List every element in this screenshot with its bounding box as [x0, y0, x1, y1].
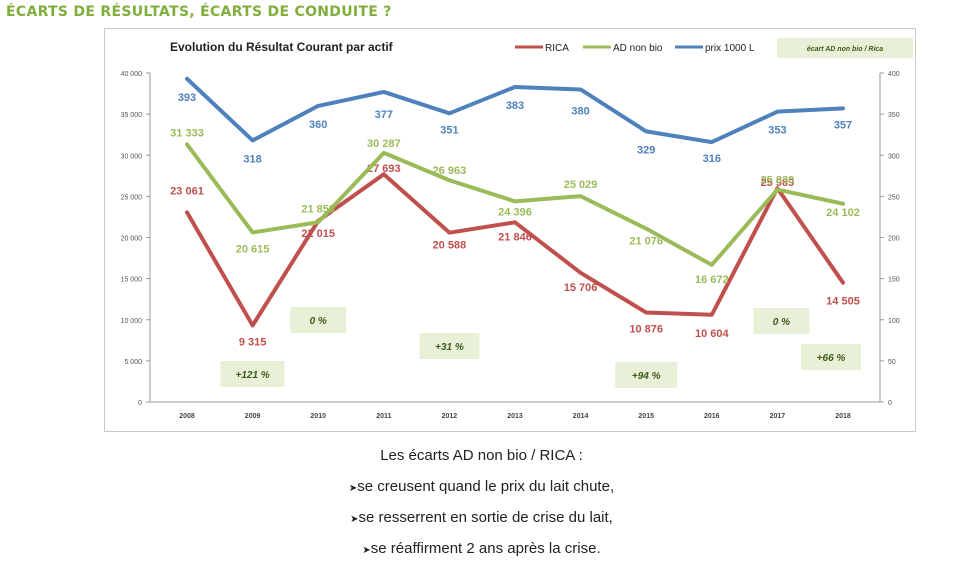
y-tick-label-left: 5 000	[124, 359, 142, 366]
data-label: 21 853	[301, 203, 335, 215]
gap-box	[615, 362, 678, 388]
gap-box-label: 0 %	[310, 316, 327, 327]
x-tick-label: 2016	[704, 413, 720, 420]
data-label: 15 706	[564, 282, 598, 294]
gap-box	[801, 344, 861, 370]
data-label: 316	[703, 153, 721, 165]
bullet-arrow-icon: ➤	[348, 483, 358, 494]
y-tick-label-right: 150	[888, 277, 900, 284]
data-label: 31 333	[170, 127, 204, 139]
data-label: 383	[506, 100, 524, 112]
data-label: 21 846	[498, 231, 532, 243]
x-tick-label: 2013	[507, 413, 523, 420]
chart-frame	[104, 28, 916, 432]
y-tick-label-left: 30 000	[121, 153, 143, 160]
bullet-text: se réaffirment 2 ans après la crise.	[370, 540, 601, 557]
x-tick-label: 2017	[770, 413, 786, 420]
chart-title: Evolution du Résultat Courant par actif	[170, 40, 394, 54]
x-tick-label: 2014	[573, 413, 589, 420]
x-tick-label: 2008	[179, 413, 195, 420]
x-tick-label: 2009	[245, 413, 261, 420]
x-tick-label: 2012	[442, 413, 458, 420]
y-tick-label-left: 35 000	[121, 112, 143, 119]
legend-gap-label: écart AD non bio / Rica	[807, 46, 883, 53]
y-tick-label-right: 100	[888, 318, 900, 325]
gap-box-label: +94 %	[632, 371, 661, 382]
data-label: 360	[309, 119, 327, 131]
y-tick-label-right: 50	[888, 359, 896, 366]
data-label: 353	[768, 125, 786, 137]
data-label: 26 963	[433, 165, 467, 177]
x-tick-label: 2015	[638, 413, 654, 420]
y-tick-label-right: 300	[888, 153, 900, 160]
y-tick-label-left: 25 000	[121, 194, 143, 201]
data-label: 351	[440, 124, 458, 136]
data-label: 20 615	[236, 243, 270, 255]
data-label: 23 061	[170, 185, 204, 197]
data-label: 10 876	[629, 324, 663, 336]
gap-box	[290, 307, 347, 333]
bullet-text: se creusent quand le prix du lait chute,	[357, 478, 615, 495]
data-label: 329	[637, 144, 655, 156]
x-tick-label: 2010	[310, 413, 326, 420]
legend-label: RICA	[545, 43, 569, 54]
y-tick-label-right: 200	[888, 236, 900, 243]
legend-label: AD non bio	[613, 43, 663, 54]
data-label: 10 604	[695, 328, 730, 340]
gap-box-label: +31 %	[435, 342, 464, 353]
y-tick-label-right: 0	[888, 400, 892, 407]
y-tick-label-left: 0	[138, 400, 142, 407]
data-label: 20 588	[433, 240, 467, 252]
bullet-text: se resserrent en sortie de crise du lait…	[358, 509, 613, 526]
x-tick-label: 2011	[376, 413, 391, 420]
series-line-rica	[185, 172, 845, 328]
gap-box-label: +121 %	[235, 370, 269, 381]
gap-box-label: 0 %	[773, 317, 790, 328]
y-tick-label-right: 400	[888, 71, 900, 78]
bullet-item: ➤se resserrent en sortie de crise du lai…	[0, 509, 963, 526]
chart-caption: Les écarts AD non bio / RICA :	[380, 447, 583, 464]
data-label: 14 505	[826, 296, 860, 308]
bullet-item: ➤se réaffirment 2 ans après la crise.	[0, 540, 963, 557]
bullet-item: ➤se creusent quand le prix du lait chute…	[0, 478, 963, 495]
data-label: 16 672	[695, 274, 729, 286]
gap-box	[753, 308, 810, 334]
data-label: 22 015	[301, 228, 335, 240]
gap-box-label: +66 %	[817, 353, 846, 364]
data-label: 377	[375, 109, 393, 121]
legend-gap-box	[777, 38, 913, 58]
series-line-ad-non-bio	[185, 142, 845, 267]
bullet-arrow-icon: ➤	[362, 545, 371, 556]
y-tick-label-left: 20 000	[121, 236, 143, 243]
data-label: 380	[571, 105, 589, 117]
data-label: 9 315	[239, 336, 267, 348]
y-tick-label-left: 15 000	[121, 277, 143, 284]
y-tick-label-right: 250	[888, 194, 900, 201]
data-label: 21 076	[629, 236, 663, 248]
data-label: 24 102	[826, 207, 860, 219]
y-tick-label-left: 40 000	[121, 71, 143, 78]
x-tick-label: 2018	[835, 413, 851, 420]
bullet-arrow-icon: ➤	[350, 514, 359, 525]
data-label: 393	[178, 92, 196, 104]
gap-box	[419, 333, 480, 359]
legend-label: prix 1000 L	[705, 43, 755, 54]
data-label: 25 830	[761, 175, 795, 187]
data-label: 27 693	[367, 163, 401, 175]
y-tick-label-right: 350	[888, 112, 900, 119]
data-label: 30 287	[367, 138, 401, 150]
slide-heading: ÉCARTS DE RÉSULTATS, ÉCARTS DE CONDUITE …	[6, 4, 392, 20]
data-label: 25 989	[761, 177, 795, 189]
data-label: 357	[834, 119, 852, 131]
data-label: 25 029	[564, 179, 598, 191]
data-label: 318	[243, 153, 261, 165]
gap-box	[220, 361, 285, 387]
series-line-prix-1000-l	[185, 76, 845, 145]
y-tick-label-left: 10 000	[121, 318, 143, 325]
data-label: 24 396	[498, 206, 532, 218]
result-chart: 0 5 000 10 000 15 000 20 000 25 000 30 000 35 0…	[121, 38, 913, 420]
